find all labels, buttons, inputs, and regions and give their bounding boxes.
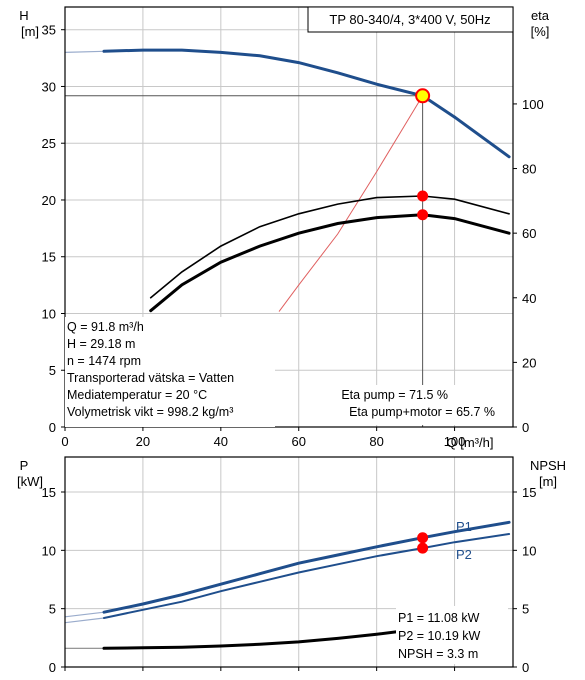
top-y2tick-0: 0 (522, 420, 529, 435)
bottom-panel: 0 5 10 15 0 5 10 15 P [kW] NPSH [m] P1 P2 P1 = … (17, 456, 566, 675)
top-series (64, 48, 511, 313)
power-curve-lead-P1 (64, 611, 105, 618)
curve-label-p2: P2 (456, 547, 472, 562)
top-ytick-3: 15 (42, 250, 56, 265)
top-ytick-1: 5 (49, 363, 56, 378)
bottom-ytick-1: 5 (49, 602, 56, 617)
info-flow: Q = 91.8 m³/h (67, 320, 144, 334)
info-box-left: Q = 91.8 m³/h H = 29.18 m n = 1474 rpm T… (65, 317, 275, 427)
top-markers (65, 88, 431, 427)
bottom-right-axis-label: NPSH (530, 458, 566, 473)
bottom-y2tick-3: 15 (522, 485, 536, 500)
top-panel: 0 20 40 60 80 100 0 5 10 15 20 25 30 35 0 20 40 60 80 100 H… (19, 6, 550, 450)
info-eta-pump-motor: Eta pump+motor = 65.7 % (349, 405, 495, 419)
bottom-marker-1 (417, 542, 429, 554)
top-marker-0 (417, 190, 429, 202)
info-temperature: Mediatemperatur = 20 °C (67, 388, 207, 402)
bottom-y2tick-0: 0 (522, 660, 529, 675)
bottom-ytick-2: 10 (42, 543, 56, 558)
top-right-axis-unit: [%] (531, 24, 550, 39)
power-curve-lead-P2 (64, 617, 105, 624)
head-curve-lead (64, 50, 105, 53)
top-y2tick-1: 20 (522, 355, 536, 370)
top-series-head-extension-1 (453, 115, 511, 159)
top-ytick-6: 30 (42, 79, 56, 94)
curve-label-p1: P1 (456, 519, 472, 534)
top-y2tick-2: 40 (522, 291, 536, 306)
bottom-info-box: P1 = 11.08 kW P2 = 10.19 kW NPSH = 3.3 m (396, 606, 508, 664)
top-ytick-7: 35 (42, 23, 56, 38)
top-ytick-5: 25 (42, 136, 56, 151)
duty-point-marker (415, 88, 431, 104)
top-xtick-4: 80 (369, 434, 383, 449)
bottom-marker-0 (417, 532, 429, 544)
info-liquid: Transporterad vätska = Vatten (67, 371, 234, 385)
info-p2: P2 = 10.19 kW (398, 629, 481, 643)
top-y2tick-3: 60 (522, 226, 536, 241)
top-xtick-1: 20 (136, 434, 150, 449)
bottom-right-axis-unit: [m] (539, 474, 557, 489)
bottom-left-axis-unit: [kW] (17, 474, 43, 489)
top-y2tick-5: 100 (522, 97, 544, 112)
info-npsh: NPSH = 3.3 m (398, 647, 478, 661)
top-right-axis-label: eta (531, 8, 550, 23)
top-ytick-4: 20 (42, 193, 56, 208)
info-speed: n = 1474 rpm (67, 354, 141, 368)
title-box: TP 80-340/4, 3*400 V, 50Hz (307, 6, 514, 33)
top-xtick-2: 40 (214, 434, 228, 449)
top-series-efficiency-3 (149, 195, 510, 299)
bottom-y2tick-2: 10 (522, 543, 536, 558)
bottom-y2tick-1: 5 (522, 602, 529, 617)
info-head: H = 29.18 m (67, 337, 135, 351)
info-density: Volymetrisk vikt = 998.2 kg/m³ (67, 405, 233, 419)
top-left-axis-label: H (19, 8, 28, 23)
top-series-efficiency-bold-4 (149, 213, 511, 313)
top-ticks: 0 20 40 60 80 100 0 5 10 15 20 25 30 35 0 20 40 60 80 100 (42, 23, 544, 449)
top-series-system-2 (278, 95, 424, 312)
top-xtick-3: 60 (292, 434, 306, 449)
info-p1: P1 = 11.08 kW (398, 611, 480, 625)
top-marker-1 (417, 209, 429, 221)
bottom-plot-frame (64, 456, 514, 668)
top-left-axis-unit: [m] (21, 24, 39, 39)
bottom-grid (65, 457, 513, 667)
power-curve-P1 (102, 520, 511, 614)
bottom-ticks: 0 5 10 15 0 5 10 15 (42, 485, 537, 675)
top-x-axis-label: Q [m³/h] (447, 435, 494, 450)
npsh-curve (102, 623, 445, 650)
top-xtick-5: 100 (444, 434, 466, 449)
bottom-ytick-3: 15 (42, 485, 56, 500)
info-box-right: Eta pump = 71.5 % Eta pump+motor = 65.7 … (318, 385, 508, 425)
head-curve (102, 48, 457, 119)
chart-title: TP 80-340/4, 3*400 V, 50Hz (329, 12, 490, 27)
top-y2tick-4: 80 (522, 162, 536, 177)
bottom-ytick-0: 0 (49, 660, 56, 675)
top-ytick-2: 10 (42, 306, 56, 321)
top-plot-frame (64, 6, 514, 428)
top-ytick-0: 0 (49, 420, 56, 435)
top-xtick-0: 0 (61, 434, 68, 449)
info-eta-pump: Eta pump = 71.5 % (341, 388, 448, 402)
power-curve-P2 (103, 533, 511, 619)
bottom-left-axis-label: P (20, 458, 29, 473)
